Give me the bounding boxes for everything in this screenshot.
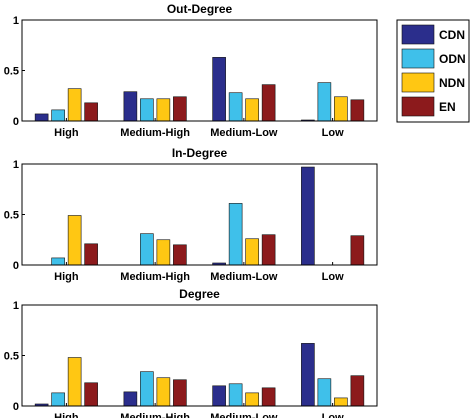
bar-ndn-medium-high bbox=[156, 377, 171, 407]
category-label: Medium-High bbox=[120, 127, 190, 139]
bar-odn-high bbox=[51, 392, 65, 407]
category-label: Medium-High bbox=[120, 412, 190, 418]
y-tick-label: 0.5 bbox=[4, 66, 19, 78]
category-label: Medium-High bbox=[120, 271, 190, 283]
y-tick-label: 1 bbox=[13, 15, 19, 27]
subplot-title: Degree bbox=[179, 287, 220, 301]
bar-odn-medium-high bbox=[140, 98, 154, 122]
bar-ndn-medium-low bbox=[245, 392, 259, 407]
bar-en-medium-high bbox=[173, 96, 187, 122]
legend-swatch-ndn bbox=[401, 72, 435, 93]
legend-swatch-cdn bbox=[401, 24, 435, 45]
bar-odn-medium-high bbox=[140, 233, 154, 266]
legend-label-en: EN bbox=[439, 100, 456, 114]
bar-odn-medium-low bbox=[228, 383, 243, 407]
category-label: Low bbox=[322, 271, 344, 283]
legend-swatch-en bbox=[401, 96, 435, 117]
bar-en-low bbox=[350, 235, 365, 266]
category-label: Medium-Low bbox=[210, 127, 278, 139]
bar-ndn-low bbox=[334, 96, 348, 122]
bar-cdn-medium-high bbox=[123, 91, 138, 122]
legend: CDN ODN NDN EN bbox=[396, 19, 470, 123]
bar-en-medium-high bbox=[173, 244, 187, 266]
bar-odn-medium-low bbox=[228, 203, 243, 266]
y-tick-label: 0.5 bbox=[4, 210, 19, 222]
bar-ndn-medium-low bbox=[245, 238, 259, 266]
category-label: Low bbox=[322, 412, 344, 418]
category-label: Medium-Low bbox=[210, 412, 278, 418]
bar-en-medium-low bbox=[261, 84, 276, 122]
bar-cdn-low bbox=[301, 343, 315, 407]
bar-en-high bbox=[84, 382, 98, 407]
bar-ndn-low bbox=[334, 397, 348, 407]
y-tick-label: 0 bbox=[13, 260, 19, 272]
bar-cdn-medium-high bbox=[123, 391, 138, 407]
y-tick-label: 0 bbox=[13, 401, 19, 413]
y-tick-label: 0.5 bbox=[4, 351, 19, 363]
category-label: High bbox=[54, 412, 79, 418]
bar-odn-medium-low bbox=[228, 92, 243, 122]
subplot-1: Out-Degree High Medium-High Medium-Low Low 0 0… bbox=[4, 2, 378, 139]
subplot-2: In-Degree High Medium-High Medium-Low Low 0 0.… bbox=[4, 146, 378, 283]
category-label: High bbox=[54, 127, 79, 139]
bar-cdn-low bbox=[301, 166, 315, 266]
bar-en-high bbox=[84, 243, 98, 266]
bar-cdn-high bbox=[34, 113, 49, 122]
bar-en-medium-low bbox=[261, 234, 276, 266]
bar-cdn-medium-low bbox=[212, 57, 226, 122]
bar-ndn-high bbox=[67, 88, 82, 122]
bar-odn-low bbox=[317, 378, 332, 407]
subplot-title: In-Degree bbox=[172, 146, 228, 160]
bar-ndn-medium-low bbox=[245, 98, 259, 122]
bar-odn-low bbox=[317, 82, 332, 122]
bar-en-medium-low bbox=[261, 387, 276, 407]
y-tick-label: 1 bbox=[13, 300, 19, 312]
legend-label-cdn: CDN bbox=[439, 28, 465, 42]
subplot-title: Out-Degree bbox=[167, 2, 233, 16]
category-label: Medium-Low bbox=[210, 271, 278, 283]
legend-swatch-odn bbox=[401, 48, 435, 69]
bar-en-low bbox=[350, 99, 365, 122]
legend-label-ndn: NDN bbox=[439, 76, 465, 90]
bar-ndn-high bbox=[67, 215, 82, 266]
bar-en-high bbox=[84, 102, 98, 122]
bar-odn-high bbox=[51, 109, 65, 122]
bar-odn-high bbox=[51, 257, 65, 266]
bar-ndn-medium-high bbox=[156, 239, 171, 266]
bar-odn-medium-high bbox=[140, 371, 154, 407]
category-label: Low bbox=[322, 127, 344, 139]
subplot-3: Degree High Medium-High Medium-Low Low 0 0.5 1 bbox=[4, 287, 378, 418]
y-tick-label: 0 bbox=[13, 116, 19, 128]
bar-ndn-high bbox=[67, 357, 82, 407]
bar-en-medium-high bbox=[173, 379, 187, 407]
bar-cdn-medium-low bbox=[212, 385, 226, 407]
bar-ndn-medium-high bbox=[156, 98, 171, 122]
y-tick-label: 1 bbox=[13, 159, 19, 171]
category-label: High bbox=[54, 271, 79, 283]
bar-en-low bbox=[350, 375, 365, 407]
legend-label-odn: ODN bbox=[439, 52, 466, 66]
